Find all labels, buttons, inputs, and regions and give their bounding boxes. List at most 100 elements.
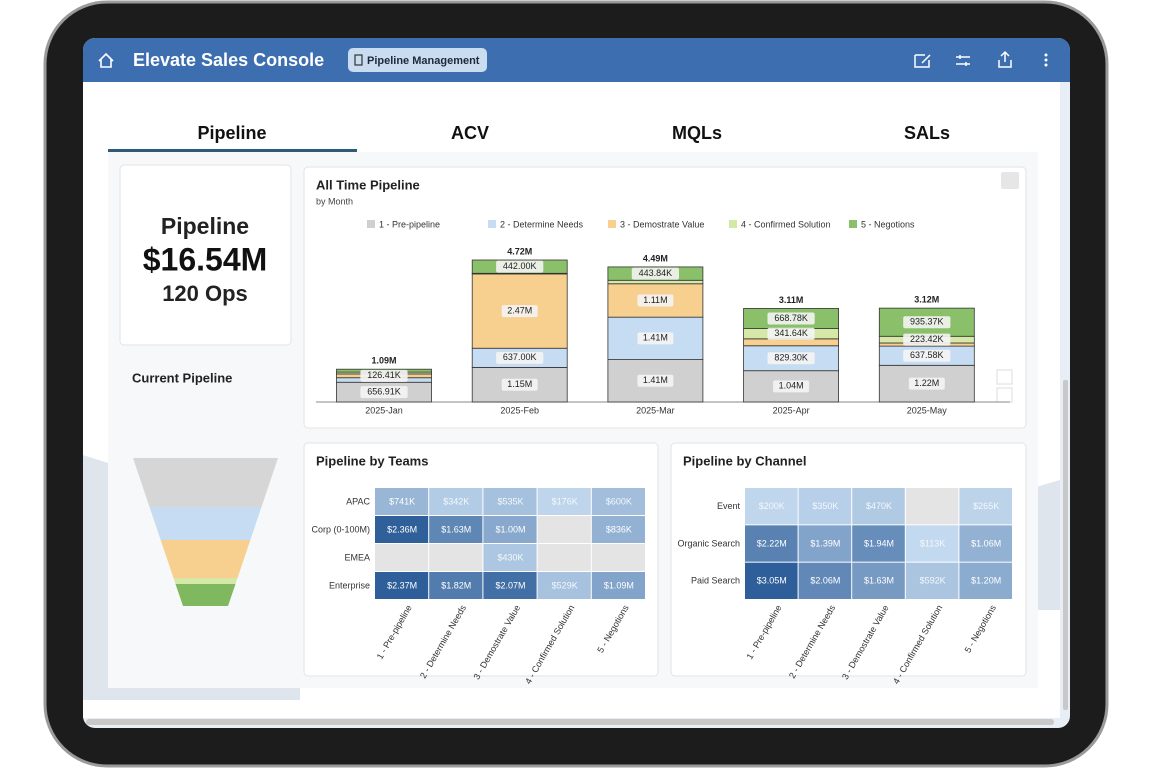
funnel-stage	[175, 584, 236, 606]
legend-swatch[interactable]	[488, 220, 496, 228]
heat-cell[interactable]	[429, 488, 483, 515]
value-label-bg	[903, 333, 951, 346]
value-label: 935.37K	[910, 317, 944, 327]
heat-cell[interactable]	[798, 562, 852, 599]
heat-cell[interactable]	[905, 525, 959, 562]
heat-cell[interactable]	[591, 572, 645, 599]
value-label-bg	[767, 312, 815, 325]
edit-icon[interactable]	[914, 54, 931, 68]
heat-cell[interactable]	[483, 516, 537, 543]
value-label-bg	[501, 378, 538, 391]
cell-label: $592K	[920, 576, 946, 586]
heat-cell[interactable]	[483, 572, 537, 599]
value-label: 1.11M	[643, 295, 667, 305]
bar-segment	[743, 338, 839, 347]
value-label-bg	[903, 349, 951, 362]
heat-cell[interactable]	[591, 488, 645, 515]
chip-icon	[354, 54, 363, 66]
share-icon[interactable]	[998, 50, 1012, 68]
value-label: 1.22M	[914, 378, 939, 388]
value-label-bg	[631, 267, 679, 280]
bar-segment	[607, 279, 704, 285]
zoom-out[interactable]	[996, 387, 1013, 403]
cell-label: $1.63M	[441, 524, 471, 534]
heat-cell[interactable]	[375, 516, 429, 543]
legend-swatch[interactable]	[849, 220, 857, 228]
tab[interactable]: SALs	[904, 123, 950, 143]
heat-cell[interactable]	[852, 488, 905, 525]
cell-label: $176K	[552, 496, 578, 506]
heat-cell[interactable]	[959, 488, 1012, 525]
chip[interactable]	[348, 48, 487, 72]
legend-label[interactable]: 5 - Negotions	[861, 219, 915, 229]
legend-swatch[interactable]	[367, 220, 375, 228]
cell-label: $2.37M	[387, 580, 417, 590]
value-label: 223.42K	[910, 334, 944, 344]
heat-cell[interactable]	[852, 525, 905, 562]
heat-cell[interactable]	[798, 488, 852, 525]
heat-cell[interactable]	[591, 516, 645, 543]
heat-cell[interactable]	[429, 516, 483, 543]
scrollbar-h	[86, 719, 1054, 725]
value-label-bg	[360, 369, 408, 382]
legend-label[interactable]: 3 - Demostrate Value	[620, 219, 704, 229]
tab[interactable]: ACV	[451, 123, 489, 143]
value-label-bg	[637, 294, 674, 307]
row-label: EMEA	[344, 552, 370, 562]
heat-cell[interactable]	[959, 525, 1012, 562]
legend-label[interactable]: 1 - Pre-pipeline	[379, 219, 440, 229]
x-tick-label: 2025-May	[907, 405, 948, 415]
heat-cell[interactable]	[905, 562, 959, 599]
heat-cell[interactable]	[429, 572, 483, 599]
value-label-bg	[360, 386, 408, 399]
cell-label: $529K	[552, 580, 578, 590]
heat-cell[interactable]	[745, 562, 798, 599]
empty-cell	[429, 544, 483, 571]
funnel-stage	[173, 578, 238, 584]
filter-icon[interactable]	[956, 55, 970, 66]
row-label: Event	[717, 501, 741, 511]
legend-swatch[interactable]	[729, 220, 737, 228]
value-label: 637.58K	[910, 350, 944, 360]
expand-button[interactable]	[1001, 172, 1019, 189]
heat-cell[interactable]	[745, 488, 798, 525]
heat-cell[interactable]	[959, 562, 1012, 599]
cell-label: $836K	[606, 524, 632, 534]
heat-cell[interactable]	[537, 572, 591, 599]
value-label: 1.41M	[643, 333, 668, 343]
legend-label[interactable]: 2 - Determine Needs	[500, 219, 584, 229]
tab[interactable]: Pipeline	[197, 123, 266, 143]
value-label: 341.64K	[774, 328, 808, 338]
heat-cell[interactable]	[375, 488, 429, 515]
heat-cell[interactable]	[537, 488, 591, 515]
heat-cell[interactable]	[798, 525, 852, 562]
home-icon[interactable]	[98, 52, 114, 68]
x-tick-label: 2025-Jan	[365, 405, 403, 415]
tab[interactable]: MQLs	[672, 123, 722, 143]
heat-cell[interactable]	[483, 488, 537, 515]
value-label: 1.04M	[779, 381, 804, 391]
cell-label: $342K	[443, 496, 469, 506]
total-label: 4.72M	[507, 246, 532, 256]
heat-cell[interactable]	[375, 572, 429, 599]
funnel-stage	[133, 458, 278, 507]
row-label: Corp (0-100M)	[311, 524, 370, 534]
cell-label: $2.06M	[810, 576, 840, 586]
heat-cell[interactable]	[483, 544, 537, 571]
cell-label: $470K	[866, 501, 892, 511]
value-label: 442.00K	[503, 261, 537, 271]
legend-swatch[interactable]	[608, 220, 616, 228]
cell-label: $2.07M	[495, 580, 525, 590]
chip-label[interactable]: Pipeline Management	[367, 55, 480, 67]
menu-icon[interactable]	[1044, 53, 1048, 67]
heat-cell[interactable]	[852, 562, 905, 599]
total-label: 3.12M	[914, 295, 939, 305]
legend-label[interactable]: 4 - Confirmed Solution	[741, 219, 831, 229]
cell-label: $1.63M	[864, 576, 894, 586]
heat-cell[interactable]	[745, 525, 798, 562]
value-label-bg	[496, 351, 544, 364]
cell-label: $350K	[812, 501, 838, 511]
empty-cell	[537, 516, 591, 543]
zoom-in[interactable]	[996, 369, 1013, 385]
